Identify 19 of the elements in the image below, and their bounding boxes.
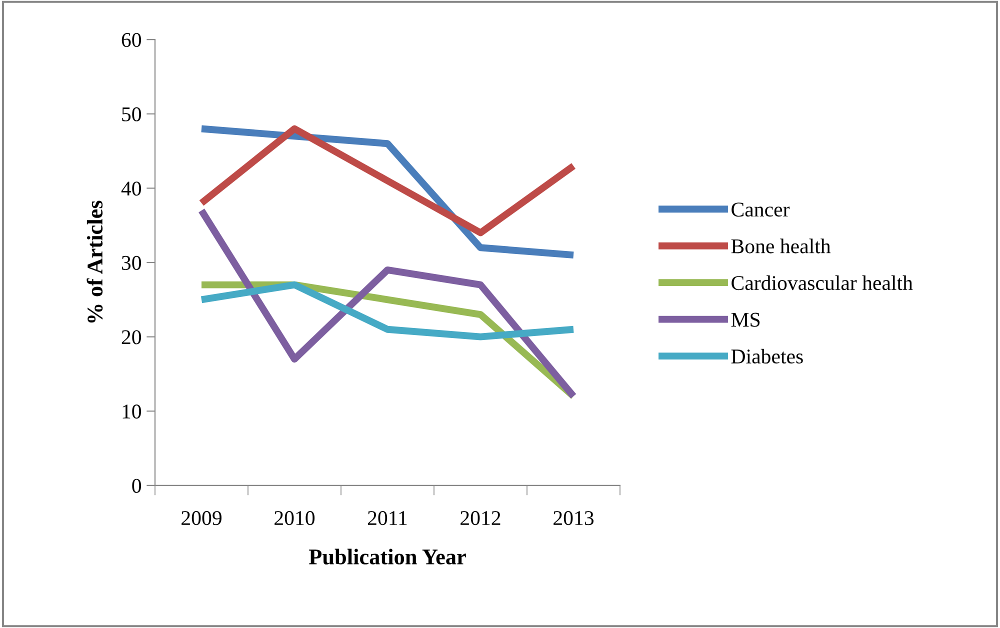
x-tick-label: 2011 [368, 511, 407, 526]
x-tick-label: 2013 [554, 511, 594, 526]
x-tick-label: 2009 [182, 511, 222, 526]
legend-label: Cancer [732, 202, 790, 217]
legend-label: Diabetes [731, 348, 803, 364]
x-tick-label: 2010 [274, 511, 315, 526]
y-tick-label: 50 [122, 107, 142, 122]
x-tick-label: 2012 [460, 511, 500, 526]
legend-label: MS [731, 312, 760, 327]
y-tick-label: 30 [122, 256, 142, 270]
y-axis-title: % of Articles [86, 200, 103, 323]
x-axis-title: Publication Year [308, 548, 466, 564]
y-tick-label: 10 [122, 404, 142, 419]
y-tick-label: 40 [121, 182, 142, 196]
legend-label: Cardiovascular health [732, 275, 913, 290]
y-tick-label: 20 [122, 330, 142, 344]
y-tick-label: 0 [132, 478, 142, 493]
legend-label: Bone health [731, 238, 831, 254]
y-tick-label: 60 [122, 32, 142, 47]
